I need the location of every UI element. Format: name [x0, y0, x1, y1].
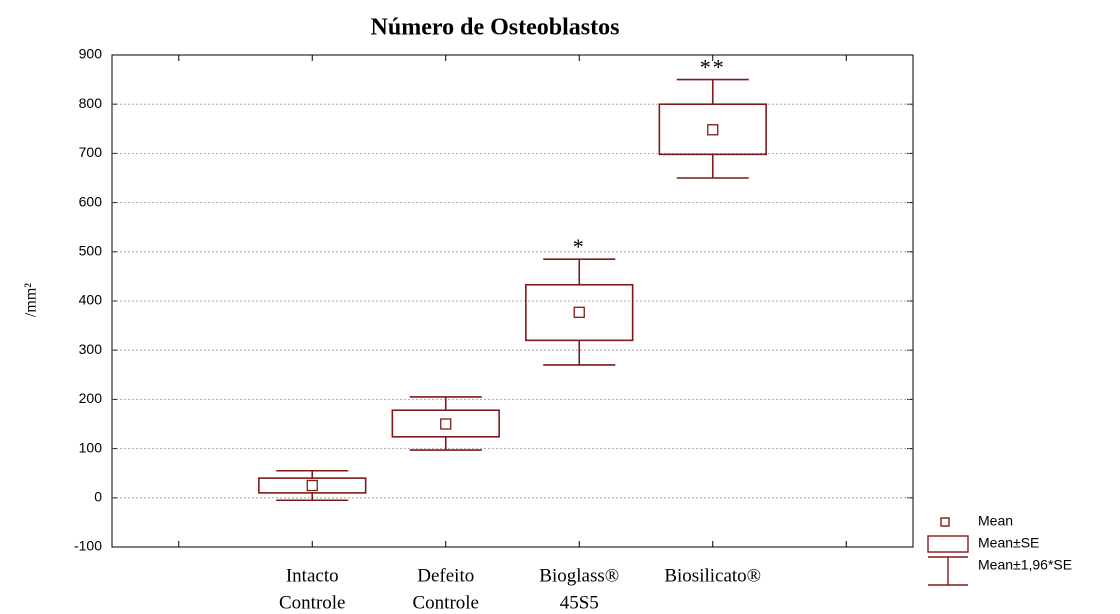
chart-title: Número de Osteoblastos [371, 15, 620, 41]
mean-marker [573, 306, 585, 318]
legend-se-symbol [927, 535, 969, 553]
y-tick-label: 800 [79, 95, 103, 111]
y-tick-label: 100 [79, 439, 103, 455]
x-tick-label: Bioglass® [539, 565, 619, 586]
mean-marker [306, 479, 318, 492]
y-tick-label: 600 [79, 193, 103, 209]
plot-frame [111, 54, 914, 548]
se-box [391, 409, 500, 438]
x-tick-label: 45S5 [560, 592, 599, 613]
x-tick-label: Biosilicato® [664, 565, 761, 586]
legend-mean-symbol [940, 517, 950, 527]
y-tick-label: 0 [94, 489, 102, 505]
x-tick-label: Defeito [417, 565, 474, 586]
se-box [525, 283, 634, 342]
mean-marker [440, 418, 452, 430]
y-tick-label: 500 [79, 243, 103, 259]
se-box [658, 103, 767, 156]
y-tick-label: 700 [79, 144, 103, 160]
y-tick-label: 200 [79, 390, 103, 406]
y-tick-label: 300 [79, 341, 103, 357]
y-axis-label: /mm² [23, 283, 40, 317]
annotation: ** [700, 55, 726, 80]
legend-label: Mean [978, 513, 1013, 529]
mean-marker [707, 124, 719, 136]
x-tick-label: Intacto [286, 565, 339, 586]
x-tick-label: Controle [279, 592, 346, 613]
x-tick-label: Controle [413, 592, 480, 613]
annotation: * [573, 234, 586, 259]
y-tick-label: 400 [79, 292, 103, 308]
legend-label: Mean±1,96*SE [978, 557, 1072, 573]
y-tick-label: 900 [79, 46, 103, 62]
se-box [258, 477, 367, 494]
y-tick-label: -100 [74, 538, 102, 554]
legend-label: Mean±SE [978, 535, 1039, 551]
